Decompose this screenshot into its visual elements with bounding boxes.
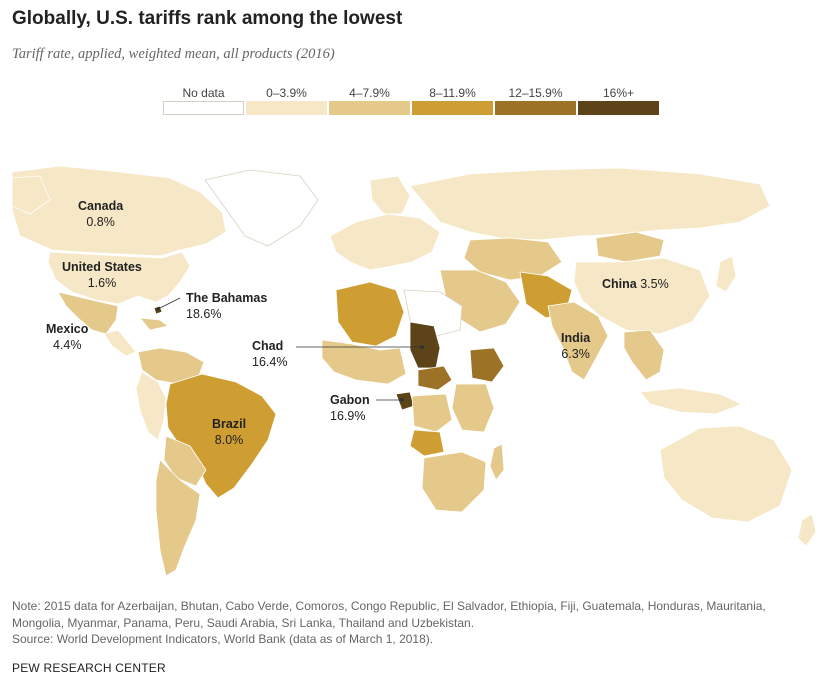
country-name: Canada bbox=[78, 199, 124, 213]
legend-swatch bbox=[329, 101, 410, 115]
legend-item-8-11.9: 8–11.9% bbox=[412, 86, 493, 115]
legend-item-4-7.9: 4–7.9% bbox=[329, 86, 410, 115]
label-india: India 6.3% bbox=[561, 330, 590, 362]
country-value: 18.6% bbox=[186, 307, 222, 321]
legend-swatch bbox=[246, 101, 327, 115]
region-ethiopia bbox=[469, 347, 505, 383]
country-name: India bbox=[561, 331, 591, 345]
region-congo bbox=[411, 393, 453, 433]
country-value: 8.0% bbox=[214, 433, 244, 447]
region-united-states bbox=[47, 251, 191, 305]
country-value: 0.8% bbox=[86, 215, 115, 229]
country-name: The Bahamas bbox=[186, 291, 268, 305]
legend-swatch bbox=[412, 101, 493, 115]
leader-bahamas-dot bbox=[156, 307, 160, 311]
region-argentina-chile bbox=[155, 459, 201, 577]
region-southern-africa bbox=[421, 451, 487, 513]
region-angola bbox=[409, 429, 445, 457]
legend-label: 4–7.9% bbox=[349, 86, 390, 100]
country-name: China bbox=[602, 277, 641, 291]
legend-swatch bbox=[578, 101, 659, 115]
country-value: 16.9% bbox=[330, 409, 366, 423]
label-canada: Canada 0.8% bbox=[78, 198, 123, 230]
country-value: 16.4% bbox=[252, 355, 288, 369]
region-greenland bbox=[204, 169, 319, 247]
region-central-africa bbox=[417, 365, 453, 391]
chart-title: Globally, U.S. tariffs rank among the lo… bbox=[12, 8, 403, 29]
region-north-africa-west bbox=[335, 281, 405, 347]
legend: No data 0–3.9% 4–7.9% 8–11.9% 12–15.9% 1… bbox=[163, 86, 661, 115]
country-value: 3.5% bbox=[640, 277, 669, 291]
region-mongolia bbox=[595, 231, 665, 263]
world-map bbox=[11, 165, 817, 577]
legend-swatch bbox=[495, 101, 576, 115]
country-name: Chad bbox=[252, 339, 284, 353]
region-alaska bbox=[11, 175, 51, 215]
country-value: 6.3% bbox=[561, 347, 590, 361]
country-name: Brazil bbox=[212, 417, 247, 431]
legend-label: 12–15.9% bbox=[508, 86, 563, 100]
country-value: 4.4% bbox=[52, 338, 82, 352]
label-china: China 3.5% bbox=[602, 276, 669, 292]
region-australia bbox=[659, 425, 793, 523]
region-europe bbox=[329, 213, 441, 271]
leader-chad-dot bbox=[420, 345, 424, 349]
region-india bbox=[547, 301, 609, 381]
region-japan bbox=[715, 255, 737, 293]
region-bolivia-paraguay bbox=[163, 435, 207, 487]
legend-label: 0–3.9% bbox=[266, 86, 307, 100]
region-canada bbox=[11, 165, 227, 257]
brand-footer: PEW RESEARCH CENTER bbox=[12, 661, 166, 675]
legend-swatch bbox=[163, 101, 244, 115]
leader-gabon-dot bbox=[400, 398, 404, 402]
legend-item-0-3.9: 0–3.9% bbox=[246, 86, 327, 115]
region-madagascar bbox=[489, 443, 505, 481]
country-name: United States bbox=[62, 260, 142, 274]
label-gabon: Gabon 16.9% bbox=[330, 392, 370, 424]
country-value: 1.6% bbox=[87, 276, 117, 290]
source-text: Source: World Development Indicators, Wo… bbox=[12, 632, 434, 646]
legend-item-12-15.9: 12–15.9% bbox=[495, 86, 576, 115]
label-united-states: United States 1.6% bbox=[62, 259, 142, 291]
region-peru-west bbox=[135, 371, 167, 441]
label-chad: Chad 16.4% bbox=[252, 338, 287, 370]
region-brazil bbox=[165, 373, 277, 499]
label-mexico: Mexico 4.4% bbox=[46, 321, 88, 353]
legend-label: 16%+ bbox=[602, 86, 635, 100]
note-text: Note: 2015 data for Azerbaijan, Bhutan, … bbox=[12, 599, 766, 630]
region-east-africa bbox=[451, 383, 495, 433]
legend-item-16-plus: 16%+ bbox=[578, 86, 659, 115]
label-bahamas: The Bahamas 18.6% bbox=[186, 290, 267, 322]
region-indonesia bbox=[639, 387, 743, 415]
region-russia bbox=[409, 167, 771, 241]
region-southeast-asia bbox=[623, 329, 665, 381]
legend-label: No data bbox=[182, 86, 225, 100]
region-new-zealand bbox=[797, 513, 817, 547]
legend-label: 8–11.9% bbox=[429, 86, 476, 100]
region-central-america bbox=[103, 329, 137, 357]
chart-subtitle: Tariff rate, applied, weighted mean, all… bbox=[12, 46, 335, 62]
country-name: Mexico bbox=[46, 322, 89, 336]
region-china bbox=[573, 257, 711, 335]
leader-bahamas bbox=[157, 297, 181, 310]
region-caribbean bbox=[139, 317, 169, 331]
country-name: Gabon bbox=[330, 393, 370, 407]
label-brazil: Brazil 8.0% bbox=[212, 416, 246, 448]
legend-item-no-data: No data bbox=[163, 86, 244, 115]
region-scandinavia bbox=[369, 175, 411, 215]
region-gabon bbox=[395, 391, 415, 411]
